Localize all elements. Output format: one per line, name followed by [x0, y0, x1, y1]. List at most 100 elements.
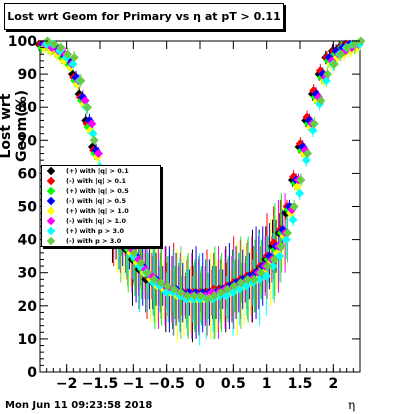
data-point [249, 274, 259, 284]
data-point [349, 39, 359, 49]
x-tick-label: −2 [56, 376, 77, 392]
y-tick-label: 100 [8, 34, 37, 50]
legend-label: (+) with |q| > 0.5 [66, 187, 129, 195]
data-point [80, 96, 90, 106]
data-point [68, 59, 78, 69]
data-point [301, 155, 311, 165]
legend-label: (+) with p > 3.0 [66, 227, 125, 235]
data-point [89, 135, 99, 145]
legend-marker-icon [46, 176, 56, 186]
y-axis-label: Lost wrt Geom(%) [0, 89, 30, 163]
legend-entry: (-) with |q| > 0.1 [42, 176, 160, 186]
data-point [161, 288, 171, 298]
y-tick-label: 30 [18, 266, 38, 282]
data-point [281, 235, 291, 245]
data-point [289, 202, 299, 211]
data-point [129, 248, 139, 258]
data-point [256, 268, 266, 278]
legend-label: (-) with |q| > 0.1 [66, 177, 127, 185]
x-axis-label: η [348, 398, 356, 412]
legend-entry: (+) with |q| > 0.5 [42, 186, 160, 196]
legend-label: (+) with |q| > 0.1 [66, 167, 129, 175]
x-tick-label: −1 [123, 376, 144, 392]
data-point [329, 59, 339, 69]
x-tick-label: 1 [262, 376, 272, 392]
data-point [308, 125, 318, 135]
data-point [156, 278, 166, 288]
data-point [269, 254, 279, 264]
y-tick-label: 70 [18, 133, 38, 149]
x-tick-label: 2 [328, 376, 338, 392]
legend-marker-icon [46, 166, 56, 176]
data-point [56, 43, 66, 53]
data-point [316, 96, 326, 106]
data-point [263, 261, 273, 271]
x-tick-label: 0.5 [221, 376, 246, 392]
data-point [268, 261, 278, 271]
data-point [255, 274, 265, 284]
data-point [323, 69, 333, 79]
x-tick-label: −0.5 [148, 376, 185, 392]
data-point [309, 119, 319, 129]
legend-label: (-) with |q| > 1.0 [66, 217, 127, 225]
y-axis-ticks: 0 10 20 30 40 50 60 70 80 90 100 [8, 34, 360, 381]
legend-entry: (-) with |q| > 1.0 [42, 216, 160, 226]
data-point [303, 149, 313, 159]
data-point [296, 175, 306, 185]
data-point [236, 278, 246, 288]
data-point [292, 182, 302, 192]
y-tick-label: 0 [27, 365, 37, 381]
legend-marker-icon [46, 236, 56, 246]
data-point [176, 288, 186, 298]
timestamp: Mon Jun 11 09:23:58 2018 [5, 400, 153, 411]
y-tick-label: 80 [18, 100, 38, 116]
y-tick-label: 90 [18, 67, 38, 83]
x-tick-label: 1.5 [288, 376, 313, 392]
data-point [196, 291, 206, 301]
data-point [321, 76, 331, 86]
chart-title: Lost wrt Geom for Primary vs η at pT > 0… [4, 3, 284, 30]
data-point [143, 268, 153, 278]
data-point [209, 291, 219, 301]
data-point [356, 36, 366, 46]
data-point [69, 53, 79, 63]
data-point [336, 49, 346, 59]
data-point [63, 49, 73, 59]
y-tick-label: 60 [18, 166, 38, 182]
y-tick-label: 40 [18, 233, 38, 249]
data-point [163, 281, 173, 291]
legend-marker-icon [46, 196, 56, 206]
data-point [93, 149, 103, 159]
data-point [343, 43, 353, 53]
data-point [216, 288, 226, 298]
data-point [243, 274, 253, 284]
data-point [76, 76, 86, 86]
legend-entry: (+) with |q| > 0.1 [42, 166, 160, 176]
legend-marker-icon [46, 186, 56, 196]
data-point [88, 129, 98, 139]
legend-label: (-) with p > 3.0 [66, 237, 122, 245]
data-point [283, 228, 293, 238]
y-tick-label: 20 [18, 299, 38, 315]
data-point [189, 291, 199, 301]
data-point [83, 102, 93, 112]
data-point [288, 215, 298, 225]
y-tick-label: 50 [18, 200, 38, 216]
legend-marker-icon [46, 216, 56, 226]
legend-entry: (-) with p > 3.0 [42, 236, 160, 246]
data-point [203, 294, 213, 304]
data-point [136, 258, 146, 268]
x-tick-label: −1.5 [82, 376, 119, 392]
data-point [223, 284, 233, 294]
data-point [229, 281, 239, 291]
data-point [295, 188, 305, 198]
data-point [149, 274, 159, 284]
legend: (+) with |q| > 0.1 (-) with |q| > 0.1 (+) … [41, 165, 161, 247]
data-point [49, 39, 59, 49]
data-point [169, 284, 179, 294]
data-point [183, 291, 193, 301]
legend-label: (+) with |q| > 1.0 [66, 207, 129, 215]
legend-marker-icon [46, 206, 56, 216]
y-tick-label: 10 [18, 332, 38, 348]
